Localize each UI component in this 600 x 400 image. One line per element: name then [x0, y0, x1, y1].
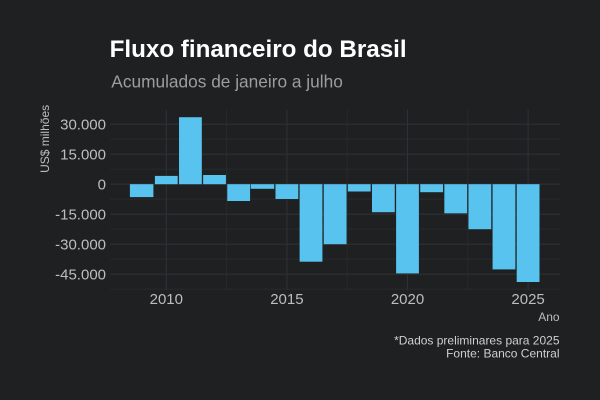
svg-text:2010: 2010 [150, 291, 183, 308]
svg-text:Ano: Ano [538, 310, 560, 324]
svg-text:-30.000: -30.000 [55, 236, 106, 253]
svg-text:Fluxo financeiro do Brasil: Fluxo financeiro do Brasil [110, 36, 407, 63]
svg-text:Acumulados de janeiro a julho: Acumulados de janeiro a julho [111, 72, 343, 92]
svg-text:2015: 2015 [270, 291, 303, 308]
svg-text:Fonte: Banco Central: Fonte: Banco Central [446, 347, 559, 361]
svg-text:-45.000: -45.000 [55, 266, 106, 283]
svg-text:0: 0 [98, 176, 106, 193]
svg-text:*Dados preliminares para 2025: *Dados preliminares para 2025 [394, 334, 560, 348]
svg-text:-15.000: -15.000 [55, 206, 106, 223]
svg-text:15.000: 15.000 [60, 146, 106, 163]
svg-text:2020: 2020 [391, 291, 424, 308]
svg-text:30.000: 30.000 [60, 116, 106, 133]
svg-text:2025: 2025 [511, 291, 544, 308]
svg-text:US$ milhões: US$ milhões [38, 105, 52, 173]
